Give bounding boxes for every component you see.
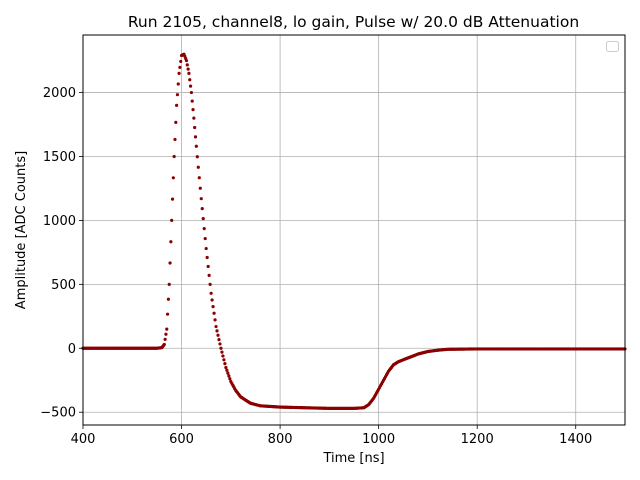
data-point [185,63,189,67]
data-point [198,186,202,190]
data-point [212,311,216,315]
grid [82,35,625,425]
data-point [210,298,214,302]
data-point [187,71,191,75]
data-point [220,350,224,354]
data-point [206,264,210,269]
data-point [207,273,211,277]
data-point [188,84,193,88]
data-point [222,358,226,362]
data-point [202,226,206,231]
y-tick-label: 2000 [43,86,76,101]
data-point [201,217,205,221]
y-axis-label: Amplitude [ADC Counts] [14,151,29,309]
data-point [168,261,172,265]
data-point [224,365,228,370]
data-point [193,125,197,130]
data-point [217,337,221,342]
data-point [218,342,222,346]
data-point [173,137,177,142]
y-tick-label: 1000 [43,214,76,229]
data-point [213,318,217,322]
data-point [193,135,198,139]
x-axis-label: Time [ns] [322,451,384,466]
data-point [162,342,166,347]
x-tick-label: 1000 [362,432,395,447]
plot-frame [82,34,626,426]
data-point [176,82,180,86]
data-point [177,71,181,75]
x-tick-label: 1400 [559,432,592,447]
x-tick-label: 600 [169,432,194,447]
data-point [208,282,212,286]
y-tick-label: −500 [40,406,76,421]
data-point [174,120,178,124]
data-point [221,354,225,358]
data-point [225,368,229,372]
data-point [169,240,173,244]
data-point [167,282,171,286]
data-point [175,93,180,97]
data-point [188,78,192,82]
data-point [209,291,213,295]
data-point [195,155,199,159]
y-tick-label: 0 [68,342,76,357]
data-point [175,103,179,107]
y-axis: −500 0 500 1000 1500 2000 [40,86,83,421]
data-point [227,374,231,378]
data-point [200,207,204,211]
data-point [170,197,175,201]
x-tick-label: 1200 [461,432,494,447]
chart-title: Run 2105, channel8, lo gain, Pulse w/ 20… [128,13,579,31]
data-point [199,197,203,201]
data-point [205,255,209,260]
data-point [203,236,207,241]
data-point [172,154,176,159]
data-point [166,297,171,301]
data-point [178,65,182,69]
data-point [226,371,230,375]
data-point [228,377,232,381]
data-point [186,67,190,71]
data-point [170,218,174,223]
x-tick-label: 400 [71,432,96,447]
data-point [204,246,208,251]
data-point [163,337,167,341]
data-series [81,52,627,410]
data-point [165,327,169,331]
data-point [219,346,223,350]
data-point [184,58,189,63]
data-point [216,333,220,337]
data-point [214,324,218,329]
data-point [215,329,219,333]
y-tick-label: 1500 [43,150,76,165]
x-tick-label: 800 [268,432,293,447]
data-point [196,165,200,169]
data-point [164,332,168,336]
data-point [211,304,215,309]
x-axis: 400 600 800 1000 1200 1400 [71,425,592,447]
data-point [192,116,196,120]
data-point [171,176,175,180]
data-point [197,176,201,180]
data-point [189,90,193,95]
legend-box [606,41,619,52]
data-point [179,59,183,64]
data-point [165,312,170,316]
data-point [223,362,227,366]
data-point [191,107,195,112]
data-point [194,144,198,148]
y-tick-label: 500 [51,278,76,293]
data-point [190,99,194,103]
